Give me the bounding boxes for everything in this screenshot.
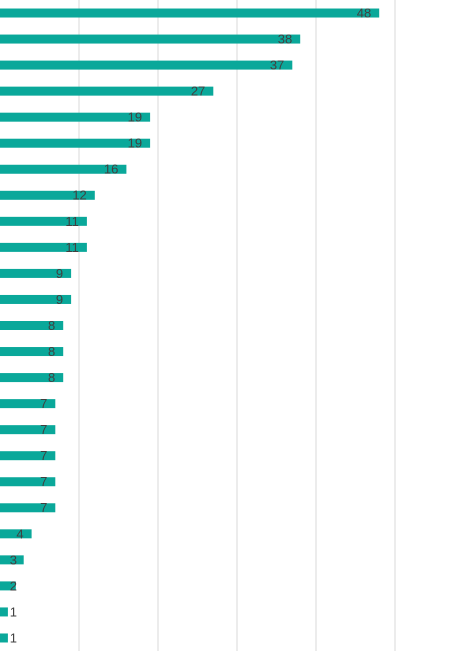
bar bbox=[0, 347, 64, 357]
data-label: 8 bbox=[48, 318, 55, 333]
data-label: 1 bbox=[10, 604, 17, 619]
data-label: 7 bbox=[40, 500, 47, 515]
data-label: 19 bbox=[128, 110, 142, 125]
bar bbox=[0, 138, 151, 148]
bar bbox=[0, 164, 127, 174]
bar bbox=[0, 86, 214, 96]
data-label: 48 bbox=[357, 5, 371, 20]
bar bbox=[0, 607, 8, 617]
data-label: 2 bbox=[10, 578, 17, 593]
bar bbox=[0, 555, 24, 565]
data-label: 27 bbox=[191, 84, 205, 99]
bar bbox=[0, 112, 151, 122]
data-label: 19 bbox=[128, 136, 142, 151]
bar bbox=[0, 268, 72, 278]
bar bbox=[0, 529, 32, 539]
bar bbox=[0, 373, 64, 383]
bar bbox=[0, 581, 16, 591]
bar bbox=[0, 321, 64, 330]
bar bbox=[0, 294, 72, 304]
data-label: 7 bbox=[40, 396, 47, 411]
data-label: 12 bbox=[72, 188, 86, 203]
bar bbox=[0, 425, 56, 435]
data-label: 8 bbox=[48, 370, 55, 385]
bar bbox=[0, 451, 56, 461]
data-label: 4 bbox=[16, 526, 23, 541]
data-label: 7 bbox=[40, 448, 47, 463]
data-label: 8 bbox=[48, 344, 55, 359]
bar bbox=[0, 190, 95, 200]
data-label: 9 bbox=[56, 292, 63, 307]
data-label: 7 bbox=[40, 422, 47, 437]
bar bbox=[0, 477, 56, 487]
bar bbox=[0, 503, 56, 513]
bar bbox=[0, 60, 293, 70]
data-label: 11 bbox=[65, 240, 79, 255]
data-label: 38 bbox=[278, 31, 292, 46]
data-label: 11 bbox=[65, 214, 79, 229]
bar bbox=[0, 34, 301, 44]
data-label: 16 bbox=[104, 162, 118, 177]
data-label: 1 bbox=[10, 630, 17, 645]
data-label: 3 bbox=[10, 552, 17, 567]
data-label: 7 bbox=[40, 474, 47, 489]
data-label: 37 bbox=[270, 58, 284, 73]
bar bbox=[0, 242, 87, 252]
bar bbox=[0, 399, 56, 409]
bar bbox=[0, 8, 380, 18]
bar bbox=[0, 633, 8, 643]
data-label: 9 bbox=[56, 266, 63, 281]
bar bbox=[0, 216, 87, 226]
